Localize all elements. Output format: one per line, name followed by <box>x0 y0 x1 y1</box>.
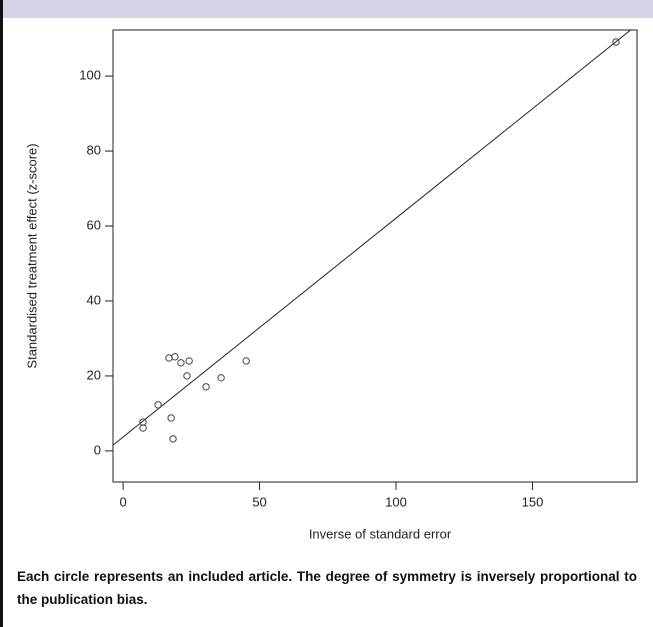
regression-line <box>113 30 632 446</box>
point <box>217 374 225 382</box>
point <box>185 357 193 365</box>
point <box>165 354 173 362</box>
y-tick-label: 0 <box>94 442 101 457</box>
x-tick-label: 50 <box>252 494 266 509</box>
point <box>154 401 162 409</box>
point <box>169 435 177 443</box>
x-axis-label: Inverse of standard error <box>309 526 452 541</box>
point <box>139 418 147 426</box>
point <box>177 359 185 367</box>
point <box>139 424 147 432</box>
plot-frame <box>112 29 638 483</box>
left-border <box>0 0 3 627</box>
point <box>167 414 175 422</box>
y-tick-label: 80 <box>87 142 101 157</box>
y-tick-label: 20 <box>87 367 101 382</box>
y-tick-label: 60 <box>87 217 101 232</box>
point <box>612 38 620 46</box>
caption: Each circle represents an included artic… <box>17 569 637 607</box>
x-tick-label: 100 <box>385 494 407 509</box>
y-tick-label: 40 <box>87 292 101 307</box>
point <box>183 372 191 380</box>
chart: Inverse of standard error Standardised t… <box>24 29 638 541</box>
header-band <box>0 0 653 18</box>
point <box>202 383 210 391</box>
x-tick-label: 150 <box>522 494 544 509</box>
point <box>171 353 179 361</box>
x-tick-label: 0 <box>119 494 126 509</box>
y-axis-label: Standardised treatment effect (z-score) <box>24 143 39 368</box>
y-tick-label: 100 <box>79 68 101 83</box>
point <box>242 357 250 365</box>
